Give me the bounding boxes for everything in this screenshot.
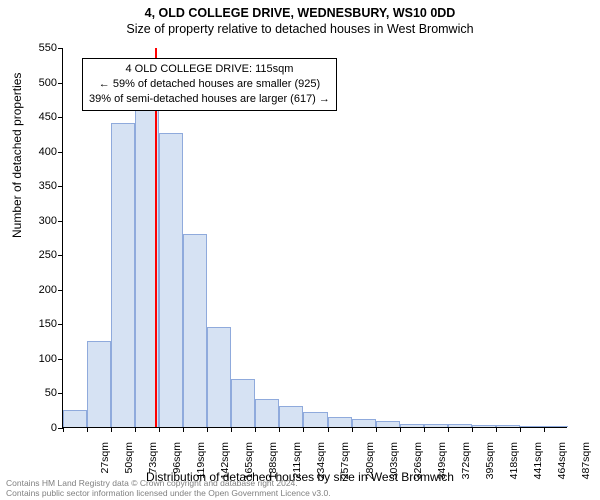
histogram-bar	[376, 421, 400, 427]
histogram-chart: 05010015020025030035040045050055027sqm50…	[62, 48, 567, 428]
y-tick-label: 50	[27, 387, 57, 399]
histogram-bar	[255, 399, 279, 427]
callout-line-1: 4 OLD COLLEGE DRIVE: 115sqm	[89, 62, 330, 77]
histogram-bar	[400, 424, 424, 427]
x-tick-label: 280sqm	[364, 442, 376, 492]
y-tick-label: 200	[27, 284, 57, 296]
y-tick-label: 0	[27, 422, 57, 434]
x-tick	[231, 427, 232, 432]
y-tick-label: 150	[27, 318, 57, 330]
x-tick	[424, 427, 425, 432]
histogram-bar	[352, 419, 376, 427]
histogram-bar	[424, 424, 448, 427]
histogram-bar	[496, 425, 520, 427]
x-tick-label: 464sqm	[556, 442, 568, 492]
histogram-bar	[231, 379, 255, 427]
histogram-bar	[303, 412, 327, 427]
y-tick	[58, 152, 63, 153]
y-tick	[58, 83, 63, 84]
x-tick	[255, 427, 256, 432]
y-tick-label: 350	[27, 180, 57, 192]
y-tick	[58, 359, 63, 360]
x-tick	[183, 427, 184, 432]
chart-subtitle: Size of property relative to detached ho…	[0, 22, 600, 36]
x-tick	[376, 427, 377, 432]
y-tick-label: 300	[27, 215, 57, 227]
y-tick-label: 500	[27, 77, 57, 89]
y-tick	[58, 48, 63, 49]
x-tick-label: 418sqm	[508, 442, 520, 492]
x-tick-label: 349sqm	[436, 442, 448, 492]
histogram-bar	[279, 406, 303, 427]
x-tick	[159, 427, 160, 432]
x-tick	[472, 427, 473, 432]
x-tick	[328, 427, 329, 432]
x-tick	[544, 427, 545, 432]
x-tick	[520, 427, 521, 432]
x-tick	[496, 427, 497, 432]
y-tick	[58, 117, 63, 118]
x-tick	[135, 427, 136, 432]
x-tick-label: 372sqm	[460, 442, 472, 492]
x-tick-label: 326sqm	[412, 442, 424, 492]
histogram-bar	[544, 426, 568, 427]
histogram-bar	[87, 341, 111, 427]
y-tick	[58, 255, 63, 256]
x-tick	[207, 427, 208, 432]
y-tick-label: 550	[27, 42, 57, 54]
histogram-bar	[63, 410, 87, 427]
callout-line-2: ← 59% of detached houses are smaller (92…	[89, 77, 330, 92]
title-block: 4, OLD COLLEGE DRIVE, WEDNESBURY, WS10 0…	[0, 0, 600, 36]
histogram-bar	[111, 123, 135, 427]
x-tick	[352, 427, 353, 432]
y-tick-label: 100	[27, 353, 57, 365]
x-tick-label: 487sqm	[580, 442, 592, 492]
x-tick-label: 257sqm	[339, 442, 351, 492]
footer-line-2: Contains public sector information licen…	[6, 488, 331, 499]
x-tick	[303, 427, 304, 432]
footer-attribution: Contains HM Land Registry data © Crown c…	[6, 478, 331, 499]
histogram-bar	[472, 425, 496, 427]
y-tick	[58, 324, 63, 325]
y-tick	[58, 393, 63, 394]
chart-title: 4, OLD COLLEGE DRIVE, WEDNESBURY, WS10 0…	[0, 6, 600, 20]
histogram-bar	[183, 234, 207, 427]
histogram-bar	[207, 327, 231, 427]
x-tick-label: 441sqm	[532, 442, 544, 492]
y-tick	[58, 186, 63, 187]
y-tick	[58, 290, 63, 291]
histogram-bar	[448, 424, 472, 427]
callout-box: 4 OLD COLLEGE DRIVE: 115sqm ← 59% of det…	[82, 58, 337, 111]
histogram-bar	[520, 426, 544, 427]
x-tick	[448, 427, 449, 432]
x-tick	[279, 427, 280, 432]
x-tick	[111, 427, 112, 432]
callout-line-3: 39% of semi-detached houses are larger (…	[89, 92, 330, 107]
y-tick-label: 450	[27, 111, 57, 123]
histogram-bar	[328, 417, 352, 427]
y-axis-label: Number of detached properties	[10, 73, 24, 238]
histogram-bar	[159, 133, 183, 427]
y-tick-label: 400	[27, 146, 57, 158]
x-tick	[400, 427, 401, 432]
x-tick	[87, 427, 88, 432]
y-tick	[58, 221, 63, 222]
x-tick-label: 303sqm	[388, 442, 400, 492]
footer-line-1: Contains HM Land Registry data © Crown c…	[6, 478, 331, 489]
y-tick-label: 250	[27, 249, 57, 261]
x-tick	[63, 427, 64, 432]
x-tick-label: 395sqm	[484, 442, 496, 492]
